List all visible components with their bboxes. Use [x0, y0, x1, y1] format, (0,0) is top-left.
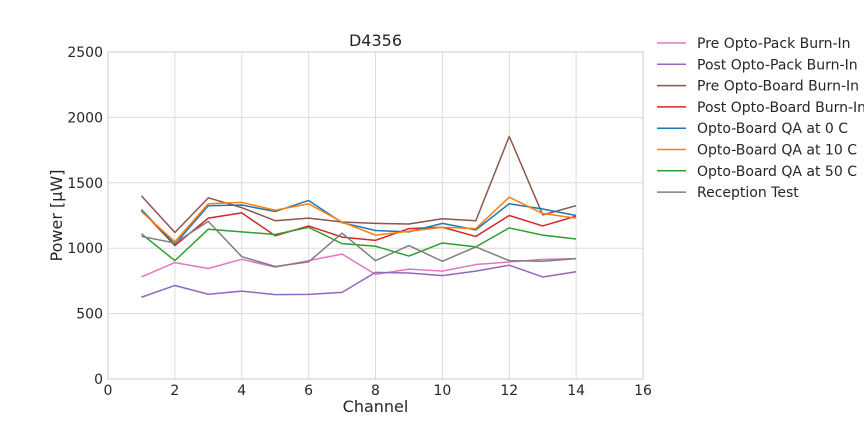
- legend-label: Reception Test: [697, 185, 799, 201]
- series-layer: [140, 135, 577, 298]
- y-tick-label: 0: [94, 372, 103, 388]
- legend: Pre Opto-Pack Burn-In Post Opto-Pack Burn…: [657, 36, 864, 201]
- grid: [107, 51, 644, 380]
- x-tick-label: 4: [237, 383, 246, 399]
- x-tick-label: 6: [304, 383, 313, 399]
- plot-frame: [107, 51, 644, 380]
- series-line-1: [141, 253, 577, 278]
- legend-label: Pre Opto-Board Burn-In: [697, 79, 859, 95]
- y-axis-label: Power [μW]: [47, 170, 66, 262]
- y-tick-label: 500: [76, 307, 103, 323]
- legend-label: Pre Opto-Pack Burn-In: [697, 36, 851, 52]
- x-tick-label: 12: [500, 383, 518, 399]
- x-tick-label: 0: [104, 383, 113, 399]
- legend-label: Opto-Board QA at 0 C: [697, 121, 848, 137]
- series-line-2: [141, 264, 577, 298]
- y-tick-label: 2000: [67, 110, 103, 126]
- tick-labels: 0 2 4 6 8 10 12 14 16 0 500 1000 1500 2000 2500: [67, 45, 652, 399]
- x-tick-label: 10: [433, 383, 451, 399]
- x-tick-label: 8: [371, 383, 380, 399]
- legend-label: Opto-Board QA at 10 C: [697, 143, 857, 159]
- y-tick-label: 2500: [67, 45, 103, 61]
- series-line-7: [140, 226, 577, 262]
- series-line-3: [140, 135, 577, 234]
- chart-title: D4356: [349, 31, 402, 50]
- y-tick-label: 1500: [67, 176, 103, 192]
- legend-label: Opto-Board QA at 50 C: [697, 164, 857, 180]
- x-tick-label: 14: [567, 383, 585, 399]
- legend-label: Post Opto-Pack Burn-In: [697, 57, 858, 73]
- series-line-5: [140, 199, 577, 246]
- x-tick-label: 2: [170, 383, 179, 399]
- x-tick-label: 16: [634, 383, 652, 399]
- legend-label: Post Opto-Board Burn-In: [697, 100, 864, 116]
- series-line-4: [140, 209, 577, 247]
- x-axis-label: Channel: [343, 397, 409, 416]
- series-line-6: [140, 196, 577, 243]
- series-line-8: [141, 220, 577, 268]
- y-tick-label: 1000: [67, 241, 103, 257]
